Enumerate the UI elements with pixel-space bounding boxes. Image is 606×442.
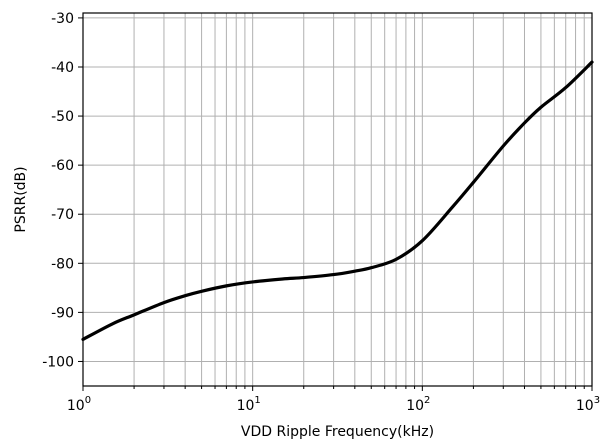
x-tick-base: 10 xyxy=(67,398,85,414)
x-tick-exponent: 0 xyxy=(85,395,91,406)
x-tick-exponent: 3 xyxy=(594,395,600,406)
x-tick-labels: 100 101 102 103 xyxy=(67,395,600,414)
plot-frame xyxy=(82,12,593,387)
x-tick-exponent: 1 xyxy=(254,395,260,406)
y-tick-label: -50 xyxy=(51,109,74,125)
x-tick-label: 100 xyxy=(67,395,91,414)
x-tick-label: 103 xyxy=(576,395,600,414)
y-tick-label: -60 xyxy=(51,158,74,174)
y-tick-label: -80 xyxy=(51,256,74,272)
x-tick-base: 10 xyxy=(237,398,255,414)
x-tick-label: 102 xyxy=(406,395,430,414)
series-layer xyxy=(81,60,594,341)
x-tick-exponent: 2 xyxy=(424,395,430,406)
x-tick-label: 101 xyxy=(237,395,261,414)
y-tick-label: -40 xyxy=(51,60,74,76)
x-tick-base: 10 xyxy=(576,398,594,414)
y-tick-labels: -30 -40 -50 -60 -70 -80 -90 -100 xyxy=(42,11,74,371)
y-tick-label: -70 xyxy=(51,207,74,223)
x-axis-label: VDD Ripple Frequency(kHz) xyxy=(241,424,434,440)
y-tick-label: -30 xyxy=(51,11,74,27)
grid-lines xyxy=(83,13,592,386)
psrr-series-line xyxy=(81,60,594,341)
y-tick-label: -90 xyxy=(51,305,74,321)
y-axis-label: PSRR(dB) xyxy=(13,166,29,232)
y-tick-label: -100 xyxy=(42,354,74,370)
x-tick-base: 10 xyxy=(406,398,424,414)
axis-ticks xyxy=(78,17,593,391)
